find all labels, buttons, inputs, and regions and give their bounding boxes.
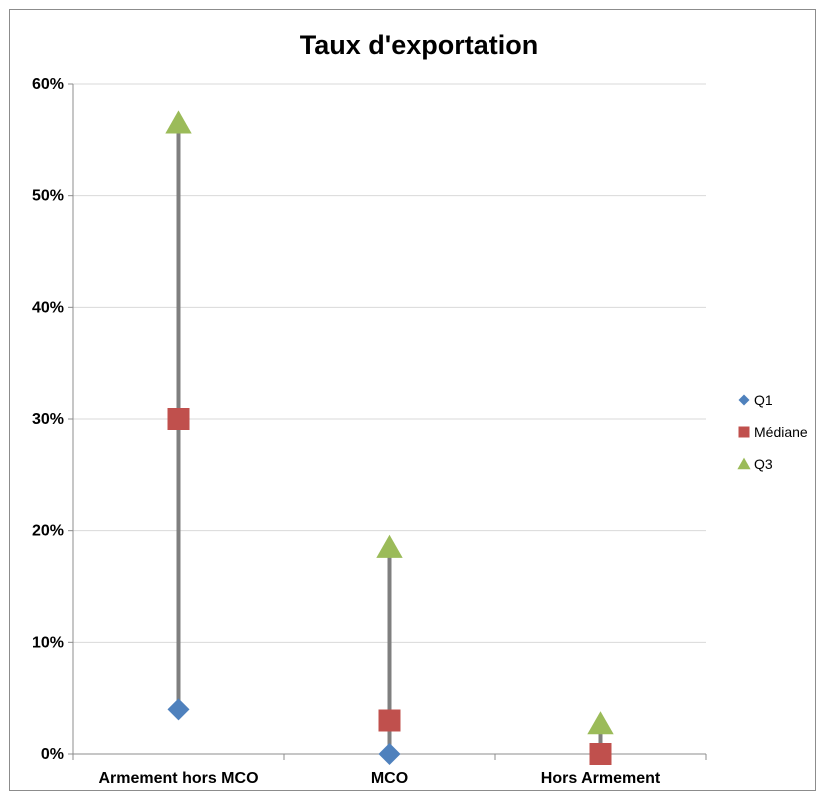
legend-marker-2 <box>737 457 751 470</box>
y-tick-label-1: 10% <box>32 634 64 651</box>
plot-area: 0% 10% 20% 30% 40% 50% 60% Armement hors MCO MCO… <box>32 76 707 787</box>
data-point-s2-1 <box>376 534 403 558</box>
data-point-s1-2 <box>589 743 612 765</box>
data-point-s0-0 <box>167 698 190 721</box>
data-point-s1-1 <box>378 709 401 732</box>
data-point-s1-0 <box>167 408 190 430</box>
y-tick-label-0: 0% <box>41 746 64 763</box>
y-tick-label-5: 50% <box>32 188 64 205</box>
data-point-s0-1 <box>378 743 401 765</box>
legend-marker-1 <box>738 426 750 438</box>
x-category-label-1: MCO <box>371 770 408 787</box>
data-point-s2-0 <box>165 110 192 134</box>
y-tick-label-2: 20% <box>32 523 64 540</box>
x-category-label-2: Hors Armement <box>541 770 661 787</box>
legend-marker-0 <box>738 394 750 406</box>
legend-label-0: Q1 <box>754 392 773 408</box>
y-tick-label-6: 60% <box>32 76 64 93</box>
x-category-label-0: Armement hors MCO <box>98 770 258 787</box>
y-tick-label-3: 30% <box>32 411 64 428</box>
legend-label-2: Q3 <box>754 456 773 472</box>
chart-area <box>9 9 816 791</box>
chart-title: Taux d'exportation <box>300 30 538 60</box>
y-tick-label-4: 40% <box>32 299 64 316</box>
data-point-s2-2 <box>587 711 614 735</box>
legend-label-1: Médiane <box>754 424 808 440</box>
legend: Q1 Médiane Q3 <box>737 392 808 472</box>
